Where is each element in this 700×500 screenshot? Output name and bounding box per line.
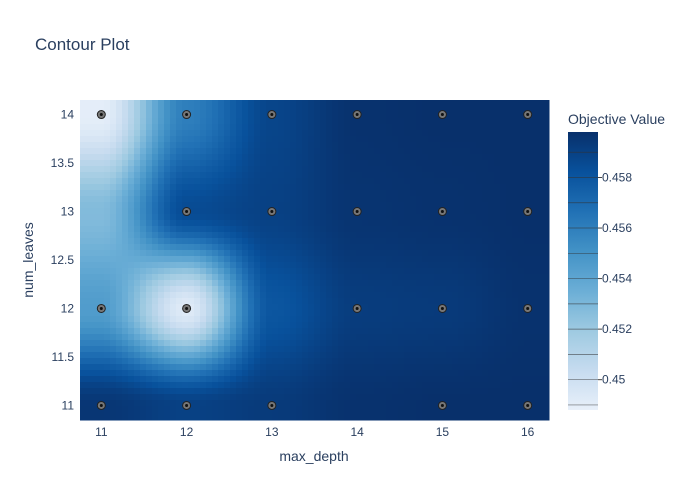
trial-point[interactable]: [96, 303, 106, 313]
x-tick-label: 11: [95, 425, 108, 439]
trial-point[interactable]: [437, 110, 447, 120]
trial-point[interactable]: [182, 303, 192, 313]
y-tick-label: 11.5: [52, 350, 75, 364]
x-axis-ticks: 11 12 13 14 15 16: [95, 425, 535, 439]
colorbar-gradient: [568, 132, 598, 410]
trial-point[interactable]: [523, 110, 533, 120]
y-tick-label: 14: [61, 108, 75, 122]
y-axis-title: num_leaves: [20, 222, 36, 298]
trial-point[interactable]: [437, 400, 447, 410]
colorbar[interactable]: 0.45 0.452 0.454 0.456 0.458: [568, 132, 632, 410]
trial-point[interactable]: [352, 207, 362, 217]
y-tick-label: 12: [61, 301, 75, 315]
trial-point[interactable]: [182, 400, 192, 410]
trial-point[interactable]: [96, 400, 106, 410]
y-tick-label: 11: [62, 398, 75, 412]
y-axis-ticks: 11 11.5 12 12.5 13 13.5 14: [51, 108, 75, 413]
x-tick-label: 14: [350, 425, 364, 439]
trial-point[interactable]: [267, 110, 277, 120]
x-tick-label: 15: [436, 425, 450, 439]
y-tick-label: 13: [61, 205, 75, 219]
chart-title: Contour Plot: [35, 35, 130, 54]
trial-point[interactable]: [437, 207, 447, 217]
colorbar-tick-label: 0.454: [602, 272, 632, 286]
x-axis-title: max_depth: [279, 448, 348, 464]
trial-points: [96, 110, 533, 410]
contour-fill: [80, 100, 550, 421]
trial-point[interactable]: [352, 110, 362, 120]
colorbar-title: Objective Value: [568, 111, 665, 127]
x-tick-label: 13: [265, 425, 279, 439]
plot-area: [80, 100, 550, 421]
colorbar-tick-label: 0.456: [602, 221, 632, 235]
y-tick-label: 13.5: [51, 156, 75, 170]
colorbar-tick-label: 0.45: [602, 373, 626, 387]
trial-point[interactable]: [523, 303, 533, 313]
colorbar-tick-label: 0.458: [602, 170, 632, 184]
trial-point[interactable]: [523, 207, 533, 217]
trial-point[interactable]: [182, 207, 192, 217]
x-tick-label: 12: [180, 425, 194, 439]
x-tick-label: 16: [521, 425, 535, 439]
colorbar-tick-label: 0.452: [602, 322, 632, 336]
trial-point[interactable]: [182, 110, 192, 120]
trial-point[interactable]: [96, 110, 106, 120]
trial-point[interactable]: [267, 207, 277, 217]
trial-point[interactable]: [437, 303, 447, 313]
trial-point[interactable]: [352, 303, 362, 313]
trial-point[interactable]: [523, 400, 533, 410]
y-tick-label: 12.5: [51, 253, 75, 267]
trial-point[interactable]: [267, 400, 277, 410]
